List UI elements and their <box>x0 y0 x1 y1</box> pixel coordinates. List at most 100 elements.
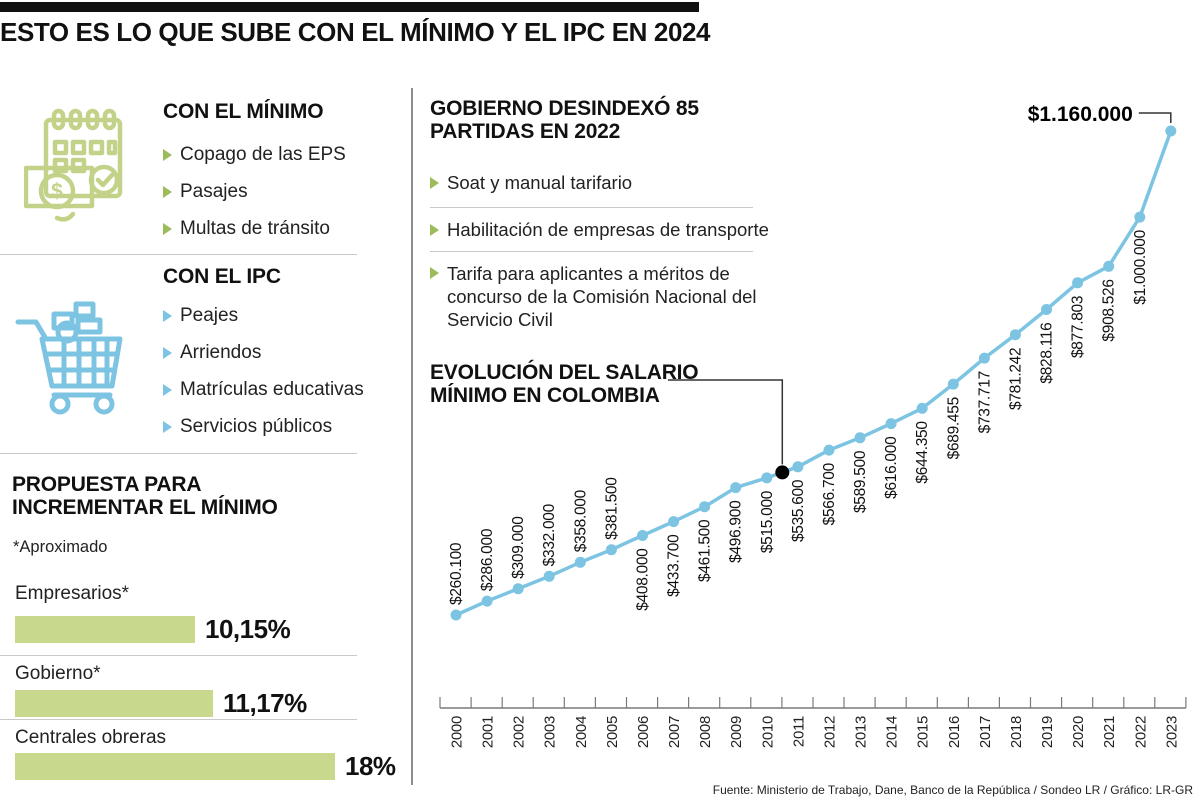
salary-line <box>455 130 1173 617</box>
arrow-bullet-icon <box>430 177 439 189</box>
bar-centrales <box>15 753 335 780</box>
chart-year-label: 2012 <box>822 716 839 748</box>
bar-label-gobierno: Gobierno* <box>15 663 101 684</box>
chart-value-label: $433.700 <box>666 534 683 597</box>
salary-point <box>1103 260 1115 272</box>
propuesta-heading-line2: INCREMENTAR EL MÍNIMO <box>12 495 278 519</box>
chart-year-label: 2007 <box>666 716 683 748</box>
salary-point <box>543 570 555 582</box>
source-credit: Fuente: Ministerio de Trabajo, Dane, Ban… <box>712 783 1193 797</box>
propuesta-heading: PROPUESTA PARA INCREMENTAR EL MÍNIMO <box>12 473 278 519</box>
list-item: Pasajes <box>163 173 346 210</box>
chart-value-label: $461.500 <box>697 519 714 582</box>
vertical-divider <box>411 88 413 785</box>
ipc-heading: CON EL IPC <box>163 265 281 288</box>
propuesta-heading-line1: PROPUESTA PARA <box>12 473 202 496</box>
salary-point <box>947 378 959 390</box>
desindexo-divider <box>430 207 753 208</box>
arrow-bullet-icon <box>163 383 172 396</box>
chart-value-label: $408.000 <box>635 548 652 611</box>
desindexo-item: Soat y manual tarifario <box>430 172 632 194</box>
arrow-bullet-icon <box>430 224 439 236</box>
shopping-cart-icon <box>12 292 136 416</box>
chart-value-label: $1.000.000 <box>1132 229 1149 304</box>
list-item: Peajes <box>163 297 364 334</box>
salary-point <box>1009 329 1021 341</box>
salary-point <box>699 501 711 513</box>
desindexo-item: Habilitación de empresas de transporte <box>430 219 769 241</box>
chart-heading: EVOLUCIÓN DEL SALARIO MÍNIMO EN COLOMBIA <box>430 361 699 407</box>
list-item-label: Multas de tránsito <box>180 217 330 239</box>
list-item-label: Pasajes <box>180 180 248 202</box>
desindexo-heading: GOBIERNO DESINDEXÓ 85 PARTIDAS EN 2022 <box>430 97 699 143</box>
chart-year-label: 2013 <box>853 716 870 748</box>
desindexo-item: Tarifa para aplicantes a méritos de conc… <box>430 262 766 331</box>
arrow-bullet-icon <box>163 420 172 433</box>
section-divider <box>0 453 357 454</box>
chart-value-label: $286.000 <box>479 528 496 591</box>
chart-value-label: $381.500 <box>603 477 620 540</box>
salary-point <box>854 432 866 444</box>
chart-value-label: $535.600 <box>790 479 807 542</box>
arrow-bullet-icon <box>163 222 172 235</box>
bar-row: 11,17% <box>15 688 307 719</box>
max-value-label: $1.160.000 <box>1028 103 1133 126</box>
salary-point <box>978 352 990 364</box>
page-title: ESTO ES LO QUE SUBE CON EL MÍNIMO Y EL I… <box>0 17 711 47</box>
chart-year-label: 2017 <box>977 716 994 748</box>
arrow-bullet-icon <box>163 309 172 322</box>
arrow-bullet-icon <box>163 148 172 161</box>
salary-point <box>605 544 617 556</box>
arrow-bullet-icon <box>163 185 172 198</box>
bar-empresarios <box>15 616 195 643</box>
chart-year-label: 2011 <box>790 716 807 747</box>
chart-year-label: 2003 <box>542 716 559 748</box>
bar-divider <box>0 719 357 720</box>
chart-year-label: 2008 <box>697 716 714 748</box>
salary-point <box>1041 304 1052 315</box>
salary-point <box>574 556 586 568</box>
bar-divider <box>0 655 357 656</box>
chart-year-label: 2016 <box>946 716 963 748</box>
salary-point <box>1134 211 1146 223</box>
chart-year-label: 2018 <box>1008 716 1025 748</box>
chart-year-label: 2009 <box>728 716 745 748</box>
desindexo-item-label: Habilitación de empresas de transporte <box>447 219 769 240</box>
salary-point <box>637 530 648 541</box>
list-item-label: Servicios públicos <box>180 415 333 437</box>
chart-year-label: 2001 <box>480 716 497 748</box>
highlight-point <box>775 465 790 480</box>
chart-value-label: $332.000 <box>541 503 558 566</box>
arrow-bullet-icon <box>430 267 439 279</box>
chart-year-label: 2002 <box>511 716 528 748</box>
chart-year-label: 2000 <box>449 716 466 748</box>
svg-text:$: $ <box>51 180 63 203</box>
bar-row: 18% <box>15 751 396 782</box>
list-item-label: Arriendos <box>180 341 262 363</box>
list-item-label: Matrículas educativas <box>180 378 364 400</box>
chart-year-label: 2004 <box>573 716 590 748</box>
chart-value-label: $515.000 <box>759 490 776 553</box>
salary-point <box>823 444 835 456</box>
chart-year-label: 2014 <box>884 716 901 748</box>
section-divider <box>0 254 357 255</box>
list-item: Arriendos <box>163 334 364 371</box>
chart-heading-line2: MÍNIMO EN COLOMBIA <box>430 383 660 407</box>
desindexo-item-label: Tarifa para aplicantes a méritos de conc… <box>447 263 757 331</box>
chart-year-label: 2019 <box>1039 716 1056 748</box>
bar-row: 10,15% <box>15 614 291 645</box>
salary-point <box>512 583 524 595</box>
chart-year-label: 2023 <box>1163 716 1180 748</box>
callout-line-max <box>1138 112 1172 123</box>
chart-value-label: $309.000 <box>510 516 527 579</box>
list-item: Multas de tránsito <box>163 210 346 247</box>
bar-label-centrales: Centrales obreras <box>15 727 167 748</box>
chart-value-label: $828.116 <box>1039 323 1056 384</box>
chart-value-label: $644.350 <box>914 421 931 484</box>
salary-evolution-chart: 2000 2001 2002 2003 2004 2005 2006 2007 2008 2009… <box>439 103 1187 748</box>
bar-gobierno <box>15 690 213 717</box>
bar-label-empresarios: Empresarios* <box>15 583 130 604</box>
salary-point <box>730 482 742 494</box>
chart-value-label: $781.242 <box>1007 348 1024 410</box>
